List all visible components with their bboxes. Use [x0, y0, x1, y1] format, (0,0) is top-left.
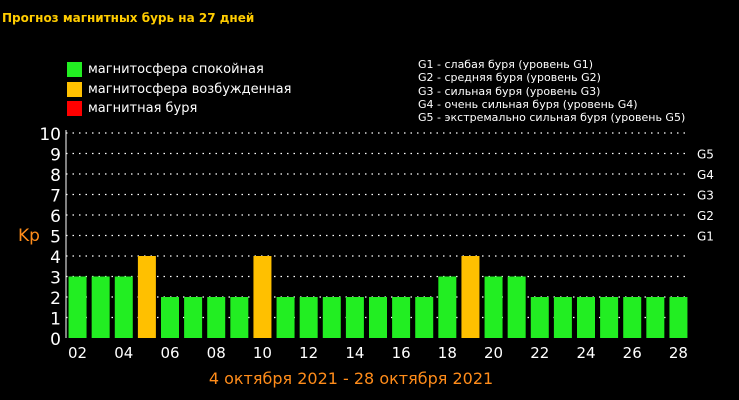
kp-bar: [507, 276, 526, 338]
y-tick-label: 9: [50, 146, 61, 166]
legend-swatch-red: [67, 100, 82, 116]
page-title: Прогноз магнитных бурь на 27 дней: [2, 11, 255, 25]
kp-bar: [415, 297, 434, 338]
date-range-label: 4 октября 2021 - 28 октября 2021: [209, 369, 493, 388]
kp-bar: [161, 297, 179, 338]
kp-bar: [669, 297, 688, 338]
g-level-label: G5: [697, 148, 714, 162]
kp-bar: [484, 276, 503, 338]
legend-item-storm: магнитная буря: [67, 100, 197, 116]
kp-bar: [91, 276, 110, 338]
g-level-label: G2: [697, 209, 714, 223]
x-tick-label: 16: [392, 344, 411, 362]
kp-bar: [438, 276, 457, 338]
storm-scale-item: G5 - экстремально сильная буря (уровень …: [418, 111, 686, 125]
kp-bar: [322, 297, 341, 338]
kp-bar: [299, 297, 318, 338]
x-tick-label: 18: [438, 344, 457, 362]
kp-bar: [253, 256, 272, 338]
legend-label: магнитосфера спокойная: [88, 61, 264, 77]
kp-bar: [68, 276, 87, 338]
x-tick-label: 24: [576, 344, 595, 362]
x-tick-label: 22: [530, 344, 549, 362]
x-tick-label: 26: [623, 344, 642, 362]
legend-label: магнитосфера возбужденная: [88, 81, 292, 97]
y-tick-label: 4: [50, 248, 61, 268]
y-tick-label: 2: [50, 289, 61, 309]
kp-bar: [184, 297, 203, 338]
y-tick-label: 7: [50, 187, 61, 207]
x-tick-label: 14: [345, 344, 364, 362]
storm-scale-legend: G1 - слабая буря (уровень G1) G2 - средн…: [418, 58, 685, 124]
storm-scale-item: G3 - сильная буря (уровень G3): [418, 84, 601, 98]
storm-scale-item: G1 - слабая буря (уровень G1): [418, 58, 594, 71]
kp-bar: [276, 297, 295, 338]
g-level-label: G3: [697, 189, 714, 203]
x-tick-label: 06: [160, 344, 179, 362]
g-level-label: G1: [697, 230, 714, 244]
x-tick-label: 12: [299, 344, 318, 362]
storm-scale-item: G2 - средняя буря (уровень G2): [418, 71, 601, 85]
kp-bar: [207, 297, 226, 338]
kp-bar: [345, 297, 364, 338]
kp-bar: [577, 297, 595, 338]
y-tick-label: 0: [50, 330, 61, 350]
legend-swatch-green: [67, 61, 82, 77]
x-tick-label: 28: [669, 344, 688, 362]
x-tick-label: 08: [207, 344, 226, 362]
kp-bar: [137, 256, 156, 338]
y-tick-label: 10: [39, 125, 61, 145]
kp-bar: [369, 297, 387, 338]
storm-scale-item: G4 - очень сильная буря (уровень G4): [418, 97, 638, 111]
kp-bar: [230, 297, 249, 338]
kp-bar: [600, 297, 619, 338]
kp-bar: [530, 297, 549, 338]
legend-swatch-orange: [67, 81, 82, 97]
legend-item-active: магнитосфера возбужденная: [67, 81, 291, 97]
y-tick-label: 8: [50, 166, 61, 186]
kp-bar: [623, 297, 642, 338]
g-level-label: G4: [697, 168, 714, 182]
y-tick-label: 6: [50, 207, 61, 227]
y-tick-label: 1: [50, 310, 61, 330]
x-tick-label: 04: [114, 344, 133, 362]
y-axis-label: Kp: [18, 226, 40, 246]
x-tick-label: 20: [484, 344, 503, 362]
kp-bar: [553, 297, 572, 338]
kp-bar: [646, 297, 665, 338]
kp-bar: [114, 276, 133, 338]
y-tick-label: 3: [50, 269, 61, 289]
legend-item-quiet: магнитосфера спокойная: [67, 61, 264, 77]
x-tick-label: 10: [253, 344, 272, 362]
x-tick-label: 02: [68, 344, 87, 362]
legend-label: магнитная буря: [88, 100, 198, 116]
kp-bar: [392, 297, 411, 338]
kp-bar: [461, 256, 480, 338]
y-tick-label: 5: [50, 228, 61, 248]
